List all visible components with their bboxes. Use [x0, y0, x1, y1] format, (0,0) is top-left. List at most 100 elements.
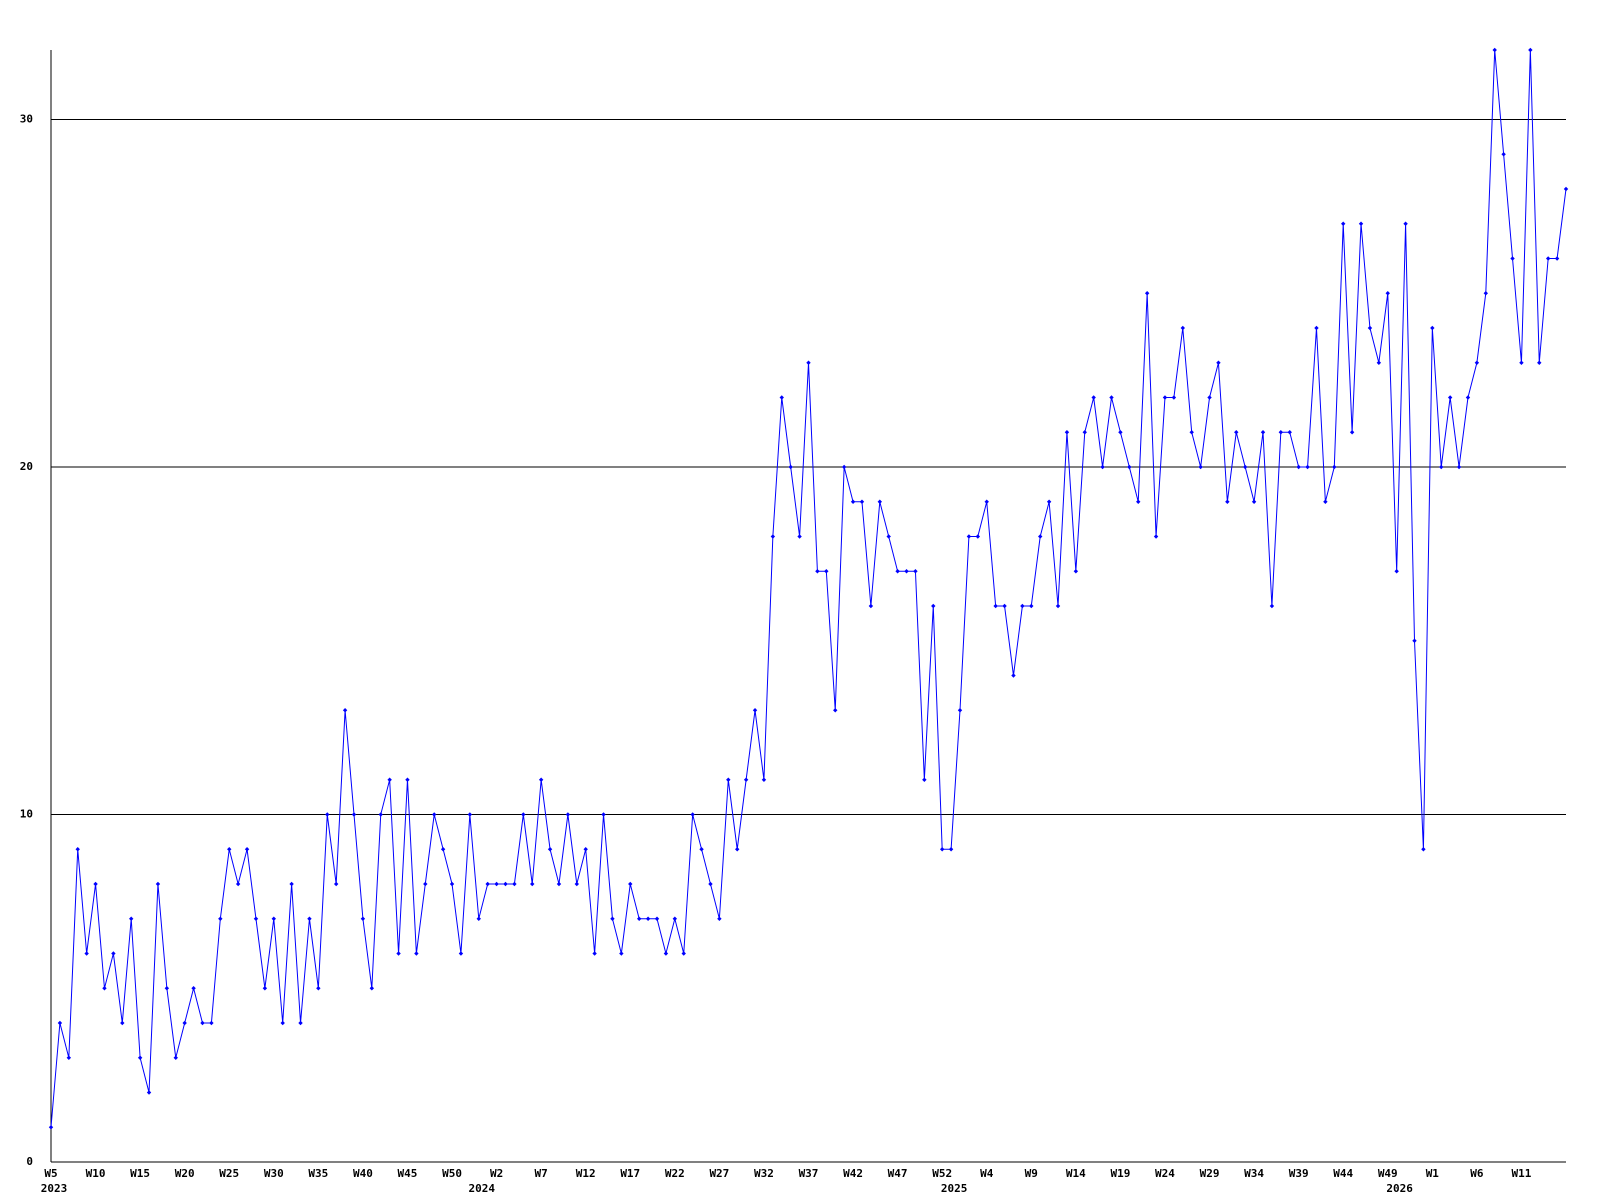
x-year-label: 2025: [941, 1182, 968, 1195]
data-point: [1314, 325, 1319, 331]
data-point: [84, 951, 89, 956]
data-point: [235, 881, 241, 887]
data-point: [449, 881, 455, 887]
data-point: [494, 881, 499, 887]
data-point: [1385, 291, 1390, 296]
data-point: [1029, 603, 1034, 609]
data-point: [129, 916, 134, 921]
data-point: [209, 1020, 214, 1026]
data-point: [316, 986, 321, 991]
data-point: [1011, 673, 1016, 678]
data-point: [806, 360, 811, 365]
data-point: [1171, 395, 1177, 400]
x-tick-label: W2: [490, 1167, 503, 1180]
x-tick-label: W50: [442, 1167, 462, 1180]
x-tick-label: W20: [175, 1167, 195, 1180]
data-point: [387, 777, 392, 782]
x-tick-label: W29: [1200, 1167, 1220, 1180]
data-point: [628, 881, 633, 887]
data-point: [191, 986, 196, 991]
data-point: [1162, 395, 1168, 400]
data-point: [218, 916, 223, 921]
data-point: [378, 812, 383, 817]
data-point: [1189, 430, 1194, 435]
data-point: [815, 569, 820, 574]
data-point: [369, 986, 375, 991]
data-point: [1403, 221, 1408, 226]
data-point: [396, 951, 401, 956]
data-point: [770, 534, 776, 539]
data-point: [1456, 464, 1462, 470]
data-point: [485, 881, 490, 887]
data-point: [743, 777, 749, 782]
data-point: [1439, 464, 1444, 470]
y-tick-label: 30: [20, 113, 33, 126]
data-point: [111, 951, 116, 956]
data-point: [1269, 603, 1275, 609]
data-point: [182, 1020, 187, 1026]
x-tick-label: W45: [398, 1167, 418, 1180]
data-point: [761, 777, 767, 782]
data-point: [1136, 499, 1141, 504]
data-point: [931, 603, 936, 609]
y-tick-label: 10: [20, 808, 33, 821]
data-point: [1367, 325, 1373, 331]
data-point: [1394, 569, 1399, 574]
data-point: [521, 812, 526, 817]
data-point: [1332, 464, 1337, 470]
data-point: [173, 1055, 178, 1060]
data-point: [1109, 395, 1114, 400]
data-point: [752, 708, 758, 713]
data-point: [1251, 499, 1257, 504]
data-point: [1349, 430, 1355, 435]
x-tick-label: W40: [353, 1167, 373, 1180]
data-point: [663, 951, 669, 956]
data-point: [948, 847, 954, 852]
data-point: [458, 951, 464, 956]
data-point: [432, 812, 437, 817]
data-point: [440, 847, 446, 852]
x-tick-label: W42: [843, 1167, 863, 1180]
data-point: [645, 916, 651, 921]
data-point: [1216, 360, 1221, 365]
data-point: [120, 1020, 125, 1026]
data-point: [966, 534, 972, 539]
x-tick-label: W24: [1155, 1167, 1175, 1180]
data-point: [975, 534, 981, 539]
data-point: [547, 847, 553, 852]
data-point: [1073, 569, 1079, 574]
data-point: [619, 951, 624, 956]
data-point: [1412, 638, 1417, 643]
x-tick-label: W17: [620, 1167, 640, 1180]
data-point: [1447, 395, 1453, 400]
data-point: [1421, 847, 1426, 852]
data-point: [66, 1055, 72, 1060]
data-point: [280, 1020, 285, 1026]
data-point: [708, 881, 713, 887]
data-point: [1474, 360, 1480, 365]
data-point: [1118, 430, 1123, 435]
data-point: [1260, 430, 1266, 435]
data-point: [1287, 430, 1292, 435]
x-tick-label: W12: [576, 1167, 596, 1180]
data-point: [1020, 603, 1025, 609]
x-tick-label: W1: [1426, 1167, 1440, 1180]
data-point: [503, 881, 508, 887]
data-point: [1563, 186, 1569, 192]
data-point: [1341, 221, 1346, 226]
data-point: [1501, 152, 1506, 157]
x-tick-label: W5: [44, 1167, 57, 1180]
data-point: [1510, 256, 1515, 261]
x-year-label: 2026: [1386, 1182, 1413, 1195]
data-point: [102, 986, 107, 991]
data-point: [405, 777, 410, 782]
x-tick-label: W4: [980, 1167, 994, 1180]
y-tick-label: 0: [26, 1155, 33, 1168]
data-point: [423, 881, 428, 887]
data-point: [1492, 47, 1497, 53]
data-point: [200, 1020, 205, 1026]
data-point: [601, 812, 606, 817]
data-point: [610, 916, 615, 921]
data-point: [75, 847, 80, 852]
data-point: [636, 916, 642, 921]
